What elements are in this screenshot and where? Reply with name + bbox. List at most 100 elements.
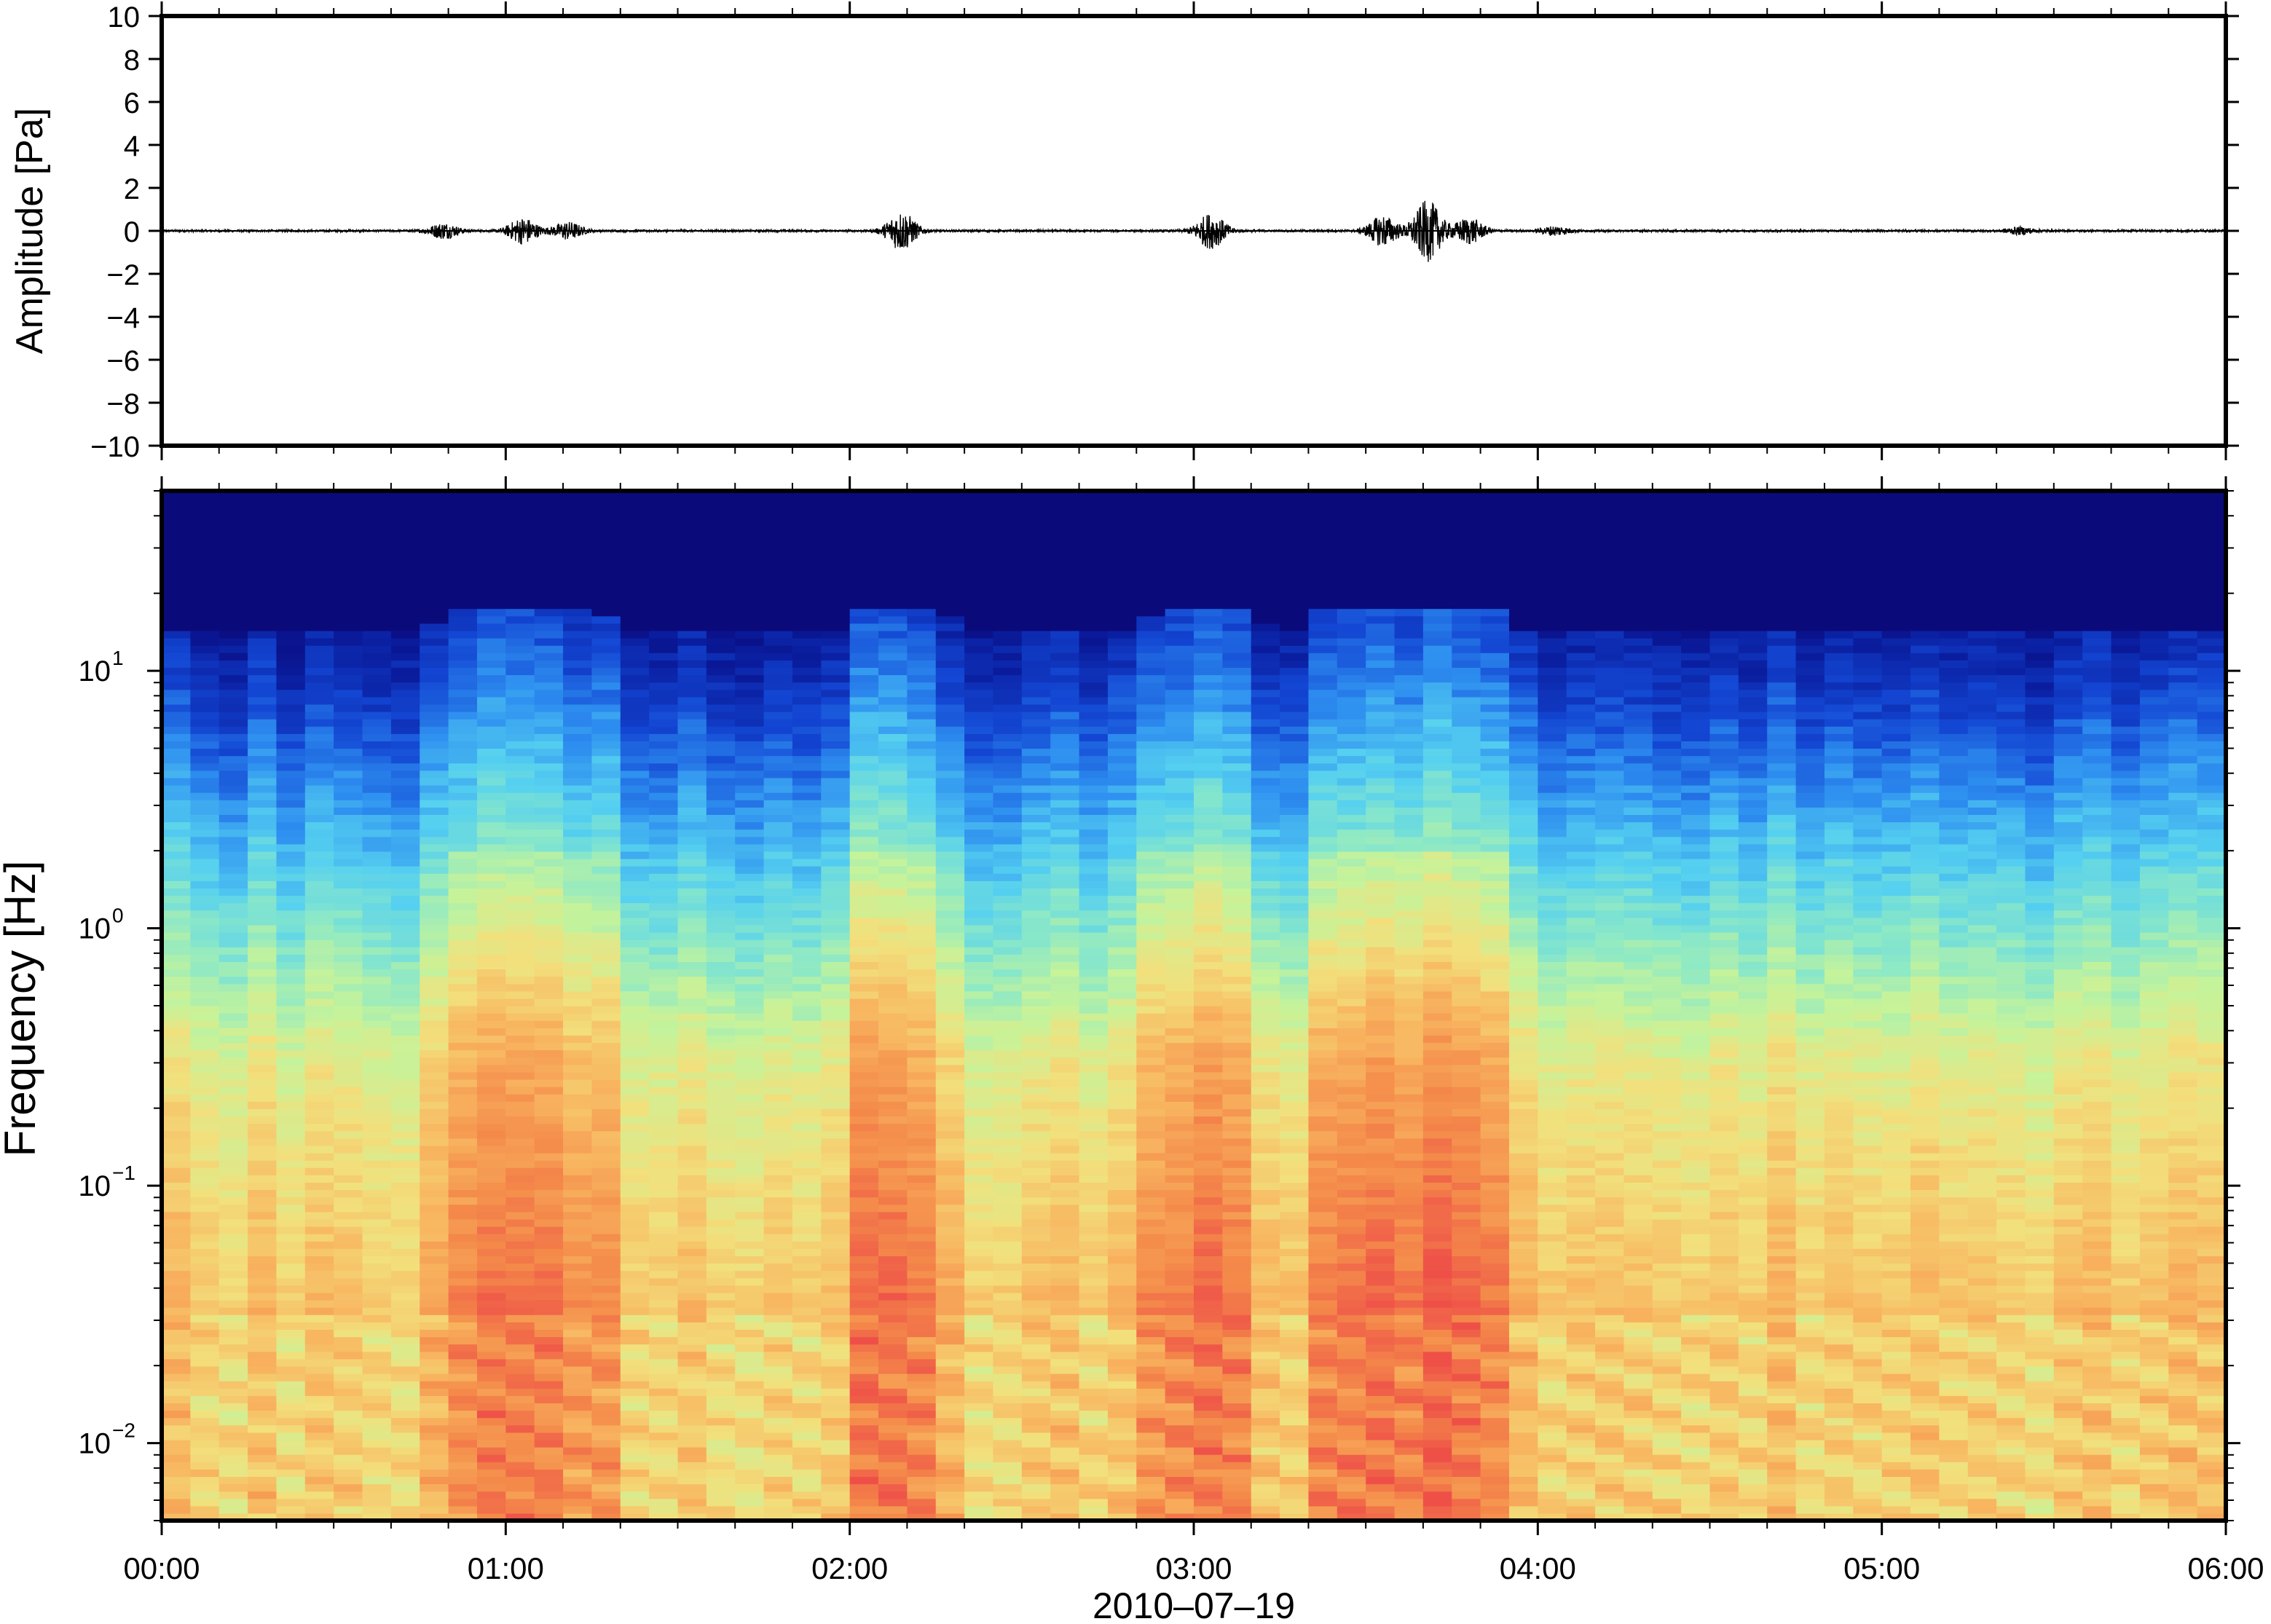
- spectrogram-cell: [362, 1439, 392, 1448]
- spectrogram-cell: [420, 954, 449, 962]
- spectrogram-cell: [534, 1277, 564, 1286]
- spectrogram-cell: [563, 859, 593, 867]
- spectrogram-cell: [276, 836, 306, 845]
- spectrogram-cell: [1050, 579, 1080, 587]
- spectrogram-cell: [1079, 1351, 1109, 1360]
- spectrogram-cell: [390, 660, 420, 668]
- spectrogram-cell: [821, 1300, 851, 1308]
- spectrogram-cell: [620, 712, 650, 720]
- spectrogram-cell: [907, 703, 937, 712]
- spectrogram-cell: [649, 800, 679, 808]
- spectrogram-cell: [248, 1197, 278, 1205]
- spectrogram-cell: [219, 961, 248, 970]
- spectrogram-cell: [821, 880, 851, 888]
- spectrogram-cell: [849, 608, 879, 617]
- spectrogram-cell: [390, 1381, 420, 1389]
- spectrogram-cell: [219, 615, 248, 624]
- spectrogram-cell: [304, 712, 334, 720]
- spectrogram-cell: [1079, 1447, 1109, 1455]
- spectrogram-cell: [248, 829, 278, 837]
- spectrogram-cell: [248, 564, 278, 572]
- spectrogram-cell: [591, 954, 621, 962]
- spectrogram-cell: [907, 535, 937, 543]
- spectrogram-cell: [420, 535, 449, 543]
- spectrogram-cell: [763, 821, 793, 830]
- spectrogram-cell: [907, 615, 937, 624]
- spectrogram-cell: [677, 645, 707, 653]
- spectrogram-cell: [649, 1292, 679, 1301]
- spectrogram-cell: [849, 1292, 879, 1301]
- spectrogram-cell: [248, 505, 278, 513]
- spectrogram-cell: [1079, 1432, 1109, 1440]
- spectrogram-cell: [907, 1292, 937, 1301]
- spectrogram-cell: [763, 1256, 793, 1264]
- spectrogram-cell: [993, 1432, 1023, 1440]
- spectrogram-cell: [591, 682, 621, 690]
- spectrogram-cell: [649, 1424, 679, 1433]
- spectrogram-cell: [1079, 1388, 1109, 1396]
- spectrogram-cell: [706, 1424, 736, 1433]
- spectrogram-cell: [248, 1329, 278, 1338]
- spectrogram-cell: [219, 1373, 248, 1381]
- spectrogram-cell: [1050, 755, 1080, 764]
- spectrogram-cell: [649, 961, 679, 970]
- spectrogram-cell: [591, 1469, 621, 1477]
- spectrogram-cell: [1136, 880, 1166, 888]
- spectrogram-cell: [1136, 1351, 1166, 1360]
- spectrogram-cell: [993, 667, 1023, 676]
- spectrogram-cell: [763, 1020, 793, 1028]
- spectrogram-cell: [706, 1197, 736, 1205]
- spectrogram-cell: [534, 564, 564, 572]
- spectrogram-cell: [1021, 733, 1051, 741]
- spectrogram-cell: [534, 792, 564, 800]
- spectrogram-cell: [706, 1057, 736, 1065]
- spectrogram-cell: [964, 733, 994, 741]
- spectrogram-cell: [1107, 851, 1137, 859]
- spectrogram-cell: [763, 1344, 793, 1352]
- spectrogram-cell: [792, 1013, 822, 1021]
- spectrogram-cell: [706, 1175, 736, 1183]
- spectrogram-cell: [534, 1197, 564, 1205]
- spectrogram-cell: [448, 1498, 478, 1507]
- spectrogram-cell: [448, 498, 478, 506]
- spectrogram-cell: [706, 1116, 736, 1124]
- spectrogram-cell: [362, 888, 392, 896]
- spectrogram-cell: [534, 1234, 564, 1242]
- spectrogram-cell: [190, 1256, 220, 1264]
- spectrogram-cell: [792, 1153, 822, 1161]
- spectrogram-cell: [505, 1277, 535, 1286]
- spectrogram-cell: [534, 1130, 564, 1139]
- spectrogram-cell: [1107, 1462, 1137, 1470]
- spectrogram-cell: [334, 1197, 363, 1205]
- spectrogram-cell: [390, 1079, 420, 1087]
- spectrogram-cell: [821, 1292, 851, 1301]
- spectrogram-cell: [304, 1197, 334, 1205]
- spectrogram-cell: [1050, 513, 1080, 521]
- spectrogram-cell: [304, 851, 334, 859]
- spectrogram-cell: [390, 843, 420, 852]
- spectrogram-cell: [476, 1218, 506, 1227]
- spectrogram-cell: [362, 1358, 392, 1367]
- spectrogram-cell: [190, 608, 220, 617]
- spectrogram-cell: [878, 770, 908, 779]
- spectrogram-cell: [649, 1403, 679, 1411]
- spectrogram-cell: [964, 1006, 994, 1014]
- spectrogram-cell: [706, 1483, 736, 1492]
- spectrogram-cell: [591, 608, 621, 617]
- spectrogram-cell: [334, 1365, 363, 1374]
- spectrogram-cell: [390, 601, 420, 610]
- spectrogram-cell: [1021, 535, 1051, 543]
- spectrogram-cell: [849, 976, 879, 985]
- spectrogram-cell: [162, 800, 191, 808]
- spectrogram-cell: [162, 572, 191, 580]
- spectrogram-cell: [878, 1094, 908, 1102]
- spectrogram-cell: [821, 792, 851, 800]
- spectrogram-cell: [620, 947, 650, 955]
- spectrogram-cell: [276, 1130, 306, 1139]
- spectrogram-cell: [849, 1432, 879, 1440]
- spectrogram-cell: [420, 1138, 449, 1146]
- spectrogram-cell: [706, 638, 736, 646]
- spectrogram-cell: [993, 1218, 1023, 1227]
- spectrogram-cell: [907, 549, 937, 558]
- spectrogram-cell: [219, 579, 248, 587]
